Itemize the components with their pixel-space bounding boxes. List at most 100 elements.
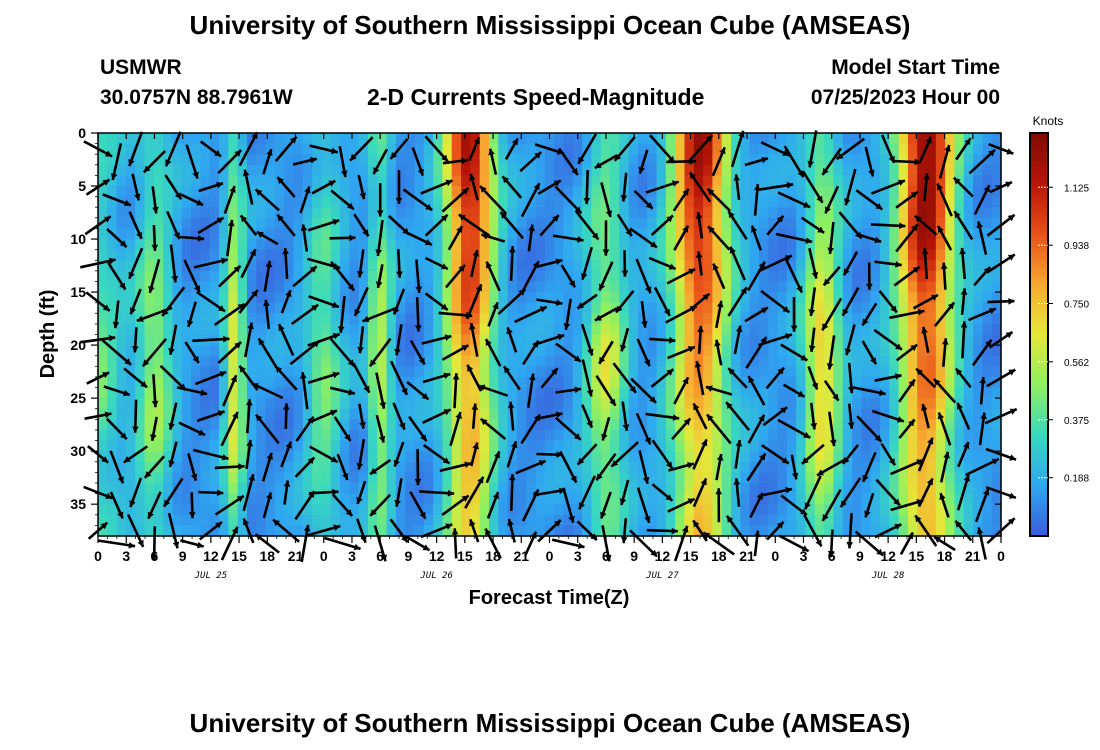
heatmap-cell xyxy=(554,451,565,463)
heatmap-cell xyxy=(442,482,453,495)
heatmap-cell xyxy=(209,355,220,367)
arrow-head xyxy=(289,136,297,144)
heatmap-cell xyxy=(526,260,537,272)
heatmap-cell xyxy=(423,504,434,516)
heatmap-cell xyxy=(935,504,946,516)
speed-heatmap xyxy=(98,133,1002,537)
heatmap-cell xyxy=(926,334,937,346)
heatmap-cell xyxy=(377,482,388,495)
heatmap-cell xyxy=(582,429,592,442)
heatmap-cell xyxy=(582,302,592,314)
heatmap-cell xyxy=(340,345,350,357)
heatmap-cell xyxy=(712,281,723,293)
heatmap-cell xyxy=(675,313,686,325)
heatmap-cell xyxy=(135,345,146,357)
heatmap-cell xyxy=(535,239,546,251)
heatmap-cell xyxy=(656,302,667,314)
heatmap-cell xyxy=(265,323,276,336)
heatmap-cell xyxy=(395,334,406,346)
direction-arrow xyxy=(141,337,168,368)
arrow-head xyxy=(100,522,108,530)
heatmap-cell xyxy=(116,207,127,219)
direction-arrow xyxy=(128,131,144,167)
heatmap-cell xyxy=(284,175,295,187)
arrow-head xyxy=(538,460,546,467)
heatmap-cell xyxy=(889,270,900,283)
heatmap-cell xyxy=(488,376,499,389)
arrow-shaft xyxy=(686,134,714,164)
direction-arrow xyxy=(761,444,790,465)
heatmap-cell xyxy=(591,217,602,230)
heatmap-cell xyxy=(386,419,397,431)
heatmap-cell xyxy=(703,376,714,389)
heatmap-cell xyxy=(973,514,983,526)
heatmap-cell xyxy=(516,461,527,473)
arrow-head xyxy=(596,473,603,481)
heatmap-cell xyxy=(265,217,276,230)
heatmap-cell xyxy=(572,345,583,357)
direction-arrow xyxy=(479,417,507,441)
heatmap-cell xyxy=(200,376,211,389)
heatmap-cell xyxy=(991,217,1002,230)
heatmap-cell xyxy=(125,334,136,346)
heatmap-cell xyxy=(191,323,201,336)
heatmap-cell xyxy=(479,398,490,410)
heatmap-cell xyxy=(889,323,900,336)
heatmap-cell xyxy=(572,387,583,399)
heatmap-cell xyxy=(637,387,648,399)
heatmap-cell xyxy=(684,440,695,452)
heatmap-cell xyxy=(954,419,965,431)
heatmap-cell xyxy=(563,451,574,463)
heatmap-cell xyxy=(647,302,658,314)
heatmap-cell xyxy=(442,313,453,325)
heatmap-cell xyxy=(274,249,285,261)
direction-arrow xyxy=(452,373,460,409)
heatmap-cell xyxy=(861,175,872,187)
heatmap-cell xyxy=(433,345,444,357)
heatmap-cell xyxy=(833,249,844,261)
heatmap-cell xyxy=(675,239,686,251)
arrow-shaft xyxy=(300,524,310,563)
direction-arrow xyxy=(186,301,197,328)
arrow-head xyxy=(363,385,370,393)
heatmap-cell xyxy=(163,281,174,293)
arrow-head xyxy=(687,346,695,353)
direction-arrow xyxy=(311,179,336,195)
heatmap-cell xyxy=(824,249,835,261)
heatmap-cell xyxy=(740,504,751,516)
heatmap-cell xyxy=(507,376,518,389)
heatmap-cell xyxy=(591,451,602,463)
heatmap-cell xyxy=(600,525,611,537)
heatmap-cell xyxy=(442,355,453,367)
direction-arrow xyxy=(705,385,733,396)
heatmap-cell xyxy=(200,514,211,526)
direction-arrow xyxy=(780,343,809,362)
heatmap-cell xyxy=(181,440,192,452)
heatmap-cell xyxy=(98,239,108,251)
heatmap-cell xyxy=(181,186,192,198)
heatmap-cell xyxy=(898,249,909,261)
heatmap-cell xyxy=(731,419,741,431)
heatmap-cell xyxy=(852,366,862,378)
heatmap-cell xyxy=(312,376,323,389)
heatmap-cell xyxy=(889,451,900,463)
heatmap-cell xyxy=(935,366,946,378)
heatmap-cell xyxy=(945,472,956,484)
heatmap-cell xyxy=(237,398,248,410)
heatmap-cell xyxy=(405,292,416,304)
heatmap-cell xyxy=(209,302,220,314)
heatmap-cell xyxy=(637,239,648,251)
heatmap-cell xyxy=(163,376,174,389)
heatmap-cell xyxy=(870,451,881,463)
heatmap-cell xyxy=(805,292,816,304)
heatmap-cell xyxy=(163,345,174,357)
heatmap-cell xyxy=(163,461,174,473)
arrow-head xyxy=(360,535,367,543)
model-start-value: 07/25/2023 Hour 00 xyxy=(810,86,1000,109)
heatmap-cell xyxy=(675,133,686,145)
heatmap-cell xyxy=(879,175,890,187)
heatmap-cell xyxy=(600,164,611,177)
heatmap-cell xyxy=(386,313,397,325)
heatmap-cell xyxy=(377,451,388,463)
heatmap-cell xyxy=(163,440,174,452)
